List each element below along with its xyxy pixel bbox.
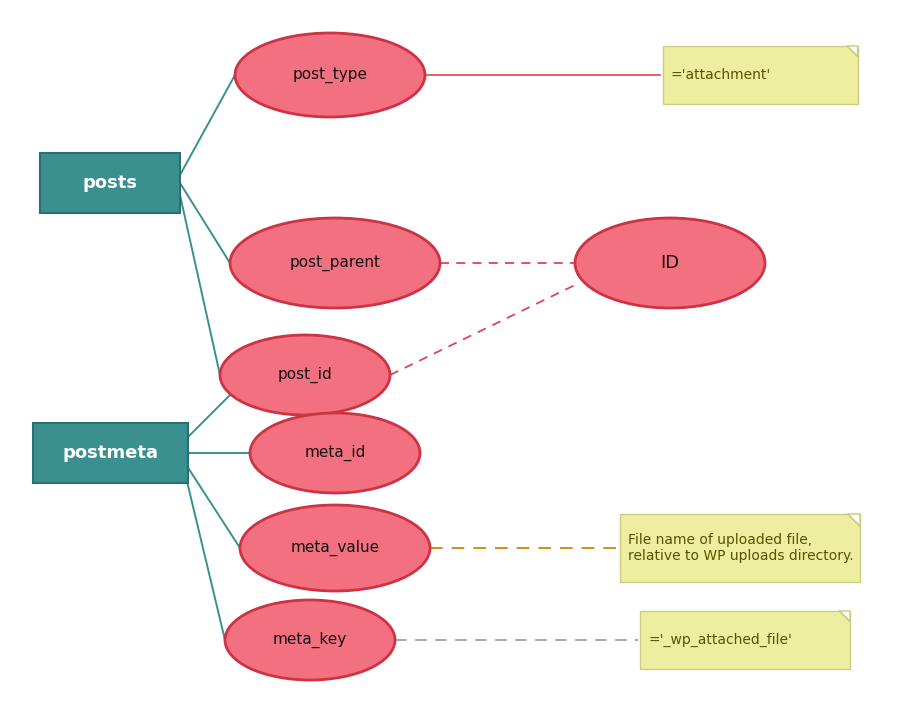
Ellipse shape bbox=[230, 218, 440, 308]
Ellipse shape bbox=[225, 600, 395, 680]
FancyBboxPatch shape bbox=[40, 153, 180, 213]
FancyBboxPatch shape bbox=[663, 46, 858, 104]
FancyBboxPatch shape bbox=[620, 514, 860, 582]
Ellipse shape bbox=[575, 218, 765, 308]
Polygon shape bbox=[847, 46, 858, 56]
Text: ='attachment': ='attachment' bbox=[671, 68, 770, 82]
Ellipse shape bbox=[235, 33, 425, 117]
Text: ='_wp_attached_file': ='_wp_attached_file' bbox=[648, 633, 792, 647]
Ellipse shape bbox=[250, 413, 420, 493]
Ellipse shape bbox=[220, 335, 390, 415]
Text: postmeta: postmeta bbox=[62, 444, 158, 462]
FancyBboxPatch shape bbox=[640, 611, 850, 669]
Text: post_id: post_id bbox=[277, 367, 332, 383]
Text: File name of uploaded file,
relative to WP uploads directory.: File name of uploaded file, relative to … bbox=[628, 533, 854, 563]
Polygon shape bbox=[840, 611, 850, 621]
Polygon shape bbox=[848, 514, 860, 526]
Text: meta_id: meta_id bbox=[304, 445, 365, 461]
Text: meta_key: meta_key bbox=[273, 632, 348, 648]
Text: post_type: post_type bbox=[293, 67, 367, 83]
Ellipse shape bbox=[240, 505, 430, 591]
Text: posts: posts bbox=[83, 174, 137, 192]
Text: meta_value: meta_value bbox=[290, 540, 380, 556]
Text: post_parent: post_parent bbox=[289, 255, 381, 271]
FancyBboxPatch shape bbox=[32, 423, 188, 483]
Text: ID: ID bbox=[660, 254, 680, 272]
